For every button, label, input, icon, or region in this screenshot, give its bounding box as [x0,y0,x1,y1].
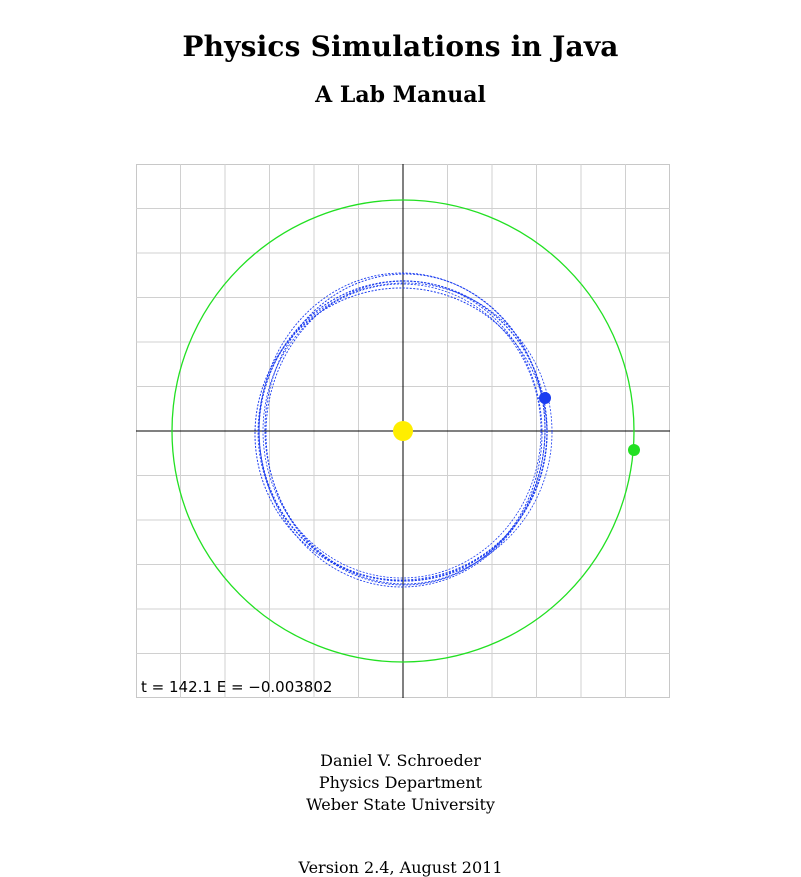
author-department: Physics Department [0,772,801,794]
orbit-simulation-figure: t = 142.1 E = −0.003802 [136,164,670,698]
document-title: Physics Simulations in Java [0,30,801,63]
orbit-simulation-canvas: t = 142.1 E = −0.003802 [136,164,670,698]
author-university: Weber State University [0,794,801,816]
author-name: Daniel V. Schroeder [0,750,801,772]
version-line: Version 2.4, August 2011 [0,858,801,877]
document-subtitle: A Lab Manual [0,82,801,108]
outer-planet [628,444,640,456]
sun-body [393,421,413,441]
inner-planet [539,392,551,404]
author-block: Daniel V. Schroeder Physics Department W… [0,750,801,816]
time-energy-readout: t = 142.1 E = −0.003802 [141,678,332,696]
